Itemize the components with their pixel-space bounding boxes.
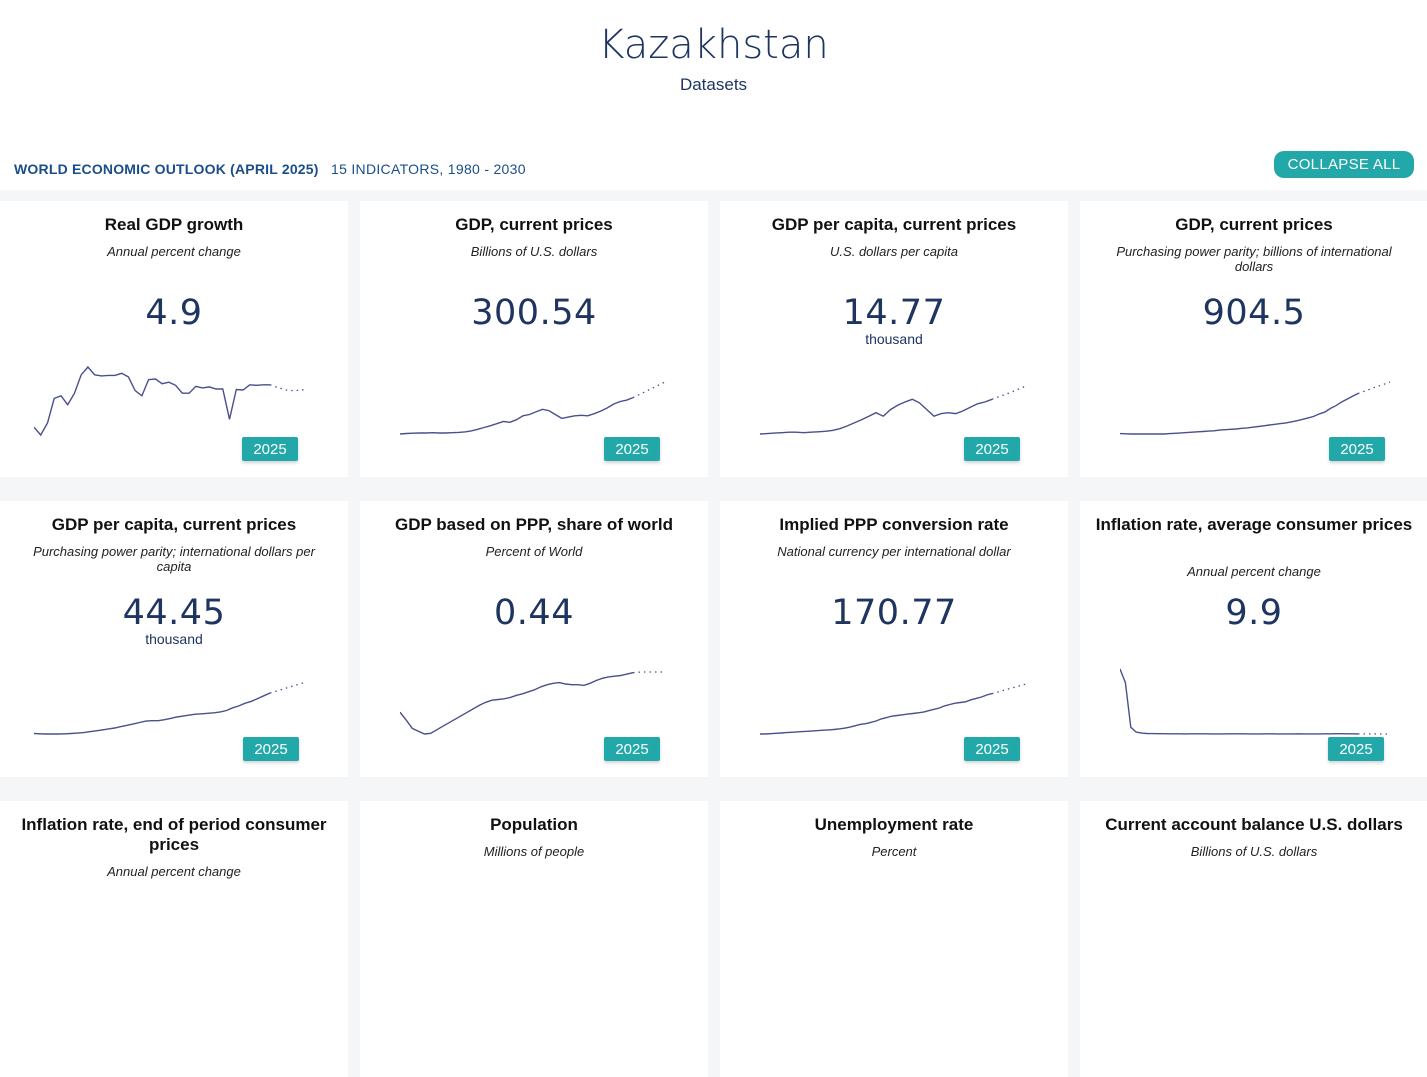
year-selector-button[interactable]: 2025 [604, 437, 660, 461]
sparkline-forecast [992, 684, 1026, 694]
page-title: Kazakhstan [0, 22, 1427, 68]
year-selector-button[interactable]: 2025 [1329, 437, 1385, 461]
sparkline-forecast [633, 382, 665, 398]
indicator-value: 904.5 [1080, 293, 1427, 333]
indicator-unit: Annual percent change [16, 244, 332, 259]
indicator-value: 300.54 [360, 293, 708, 333]
indicator-unit: Annual percent change [16, 864, 332, 879]
year-selector-button[interactable]: 2025 [1328, 737, 1384, 761]
indicator-card[interactable]: Current account balance U.S. dollars Bill… [1080, 801, 1427, 1077]
indicator-card[interactable]: Inflation rate, end of period consumer p… [0, 801, 348, 1077]
year-selector-button[interactable]: 2025 [964, 737, 1020, 761]
year-selector-button[interactable]: 2025 [242, 437, 298, 461]
indicator-value: 14.77 [720, 293, 1068, 333]
indicator-value: 170.77 [720, 593, 1068, 633]
indicator-title: Population [370, 815, 698, 835]
sparkline-chart [1120, 380, 1394, 436]
indicator-card[interactable]: Unemployment rate Percent [720, 801, 1068, 1077]
indicator-scale: thousand [0, 631, 348, 647]
indicator-value: 0.44 [360, 593, 708, 633]
dataset-meta: 15 INDICATORS, 1980 - 2030 [331, 161, 526, 177]
indicator-unit: Billions of U.S. dollars [376, 244, 692, 259]
sparkline-forecast [992, 386, 1026, 399]
indicator-title: Unemployment rate [730, 815, 1058, 835]
collapse-all-button[interactable]: COLLAPSE ALL [1274, 151, 1414, 178]
year-selector-button[interactable]: 2025 [964, 437, 1020, 461]
indicator-unit: Annual percent change [1096, 564, 1412, 579]
sparkline-chart [760, 384, 1030, 436]
indicator-unit: Purchasing power parity; international d… [16, 544, 332, 574]
indicator-title: Inflation rate, end of period consumer p… [10, 815, 338, 855]
indicator-value: 44.45 [0, 593, 348, 633]
indicator-unit: U.S. dollars per capita [736, 244, 1052, 259]
indicator-unit: Purchasing power parity; billions of int… [1096, 244, 1412, 274]
sparkline-forecast [633, 672, 665, 673]
sparkline-forecast [270, 682, 306, 693]
sparkline-forecast [1358, 382, 1390, 394]
year-selector-button[interactable]: 2025 [604, 737, 660, 761]
sparkline-chart [760, 682, 1030, 736]
sparkline-chart [34, 365, 310, 437]
indicator-unit: Percent of World [376, 544, 692, 559]
indicator-title: GDP per capita, current prices [10, 515, 338, 535]
sparkline-chart [400, 670, 669, 736]
indicator-title: GDP, current prices [1090, 215, 1418, 235]
sparkline-chart [1120, 667, 1394, 736]
indicator-unit: Billions of U.S. dollars [1096, 844, 1412, 859]
sparkline-history [34, 367, 270, 435]
indicator-unit: National currency per international doll… [736, 544, 1052, 559]
indicator-unit: Millions of people [376, 844, 692, 859]
indicator-title: Real GDP growth [10, 215, 338, 235]
indicator-card[interactable]: Population Millions of people [360, 801, 708, 1077]
year-selector-button[interactable]: 2025 [243, 737, 299, 761]
sparkline-chart [400, 380, 669, 436]
sparkline-history [34, 693, 270, 734]
indicator-title: GDP based on PPP, share of world [370, 515, 698, 535]
indicator-title: Current account balance U.S. dollars [1090, 815, 1418, 835]
sparkline-history [760, 694, 992, 734]
sparkline-forecast [270, 385, 306, 391]
sparkline-history [400, 673, 633, 734]
indicator-unit: Percent [736, 844, 1052, 859]
indicator-value: 4.9 [0, 293, 348, 333]
indicator-title: GDP per capita, current prices [730, 215, 1058, 235]
dataset-title-link[interactable]: WORLD ECONOMIC OUTLOOK (APRIL 2025) [14, 161, 319, 177]
indicator-title: Implied PPP conversion rate [730, 515, 1058, 535]
sparkline-history [760, 399, 992, 434]
indicator-title: Inflation rate, average consumer prices [1090, 515, 1418, 535]
page-header: Kazakhstan Datasets WORLD ECONOMIC OUTLO… [0, 0, 1427, 190]
sparkline-history [1120, 394, 1358, 435]
indicator-value: 9.9 [1080, 593, 1427, 633]
indicator-title: GDP, current prices [370, 215, 698, 235]
sparkline-history [1120, 669, 1358, 734]
page-subtitle: Datasets [0, 75, 1427, 95]
sparkline-chart [34, 680, 310, 736]
indicator-scale: thousand [720, 331, 1068, 347]
sparkline-history [400, 398, 633, 434]
